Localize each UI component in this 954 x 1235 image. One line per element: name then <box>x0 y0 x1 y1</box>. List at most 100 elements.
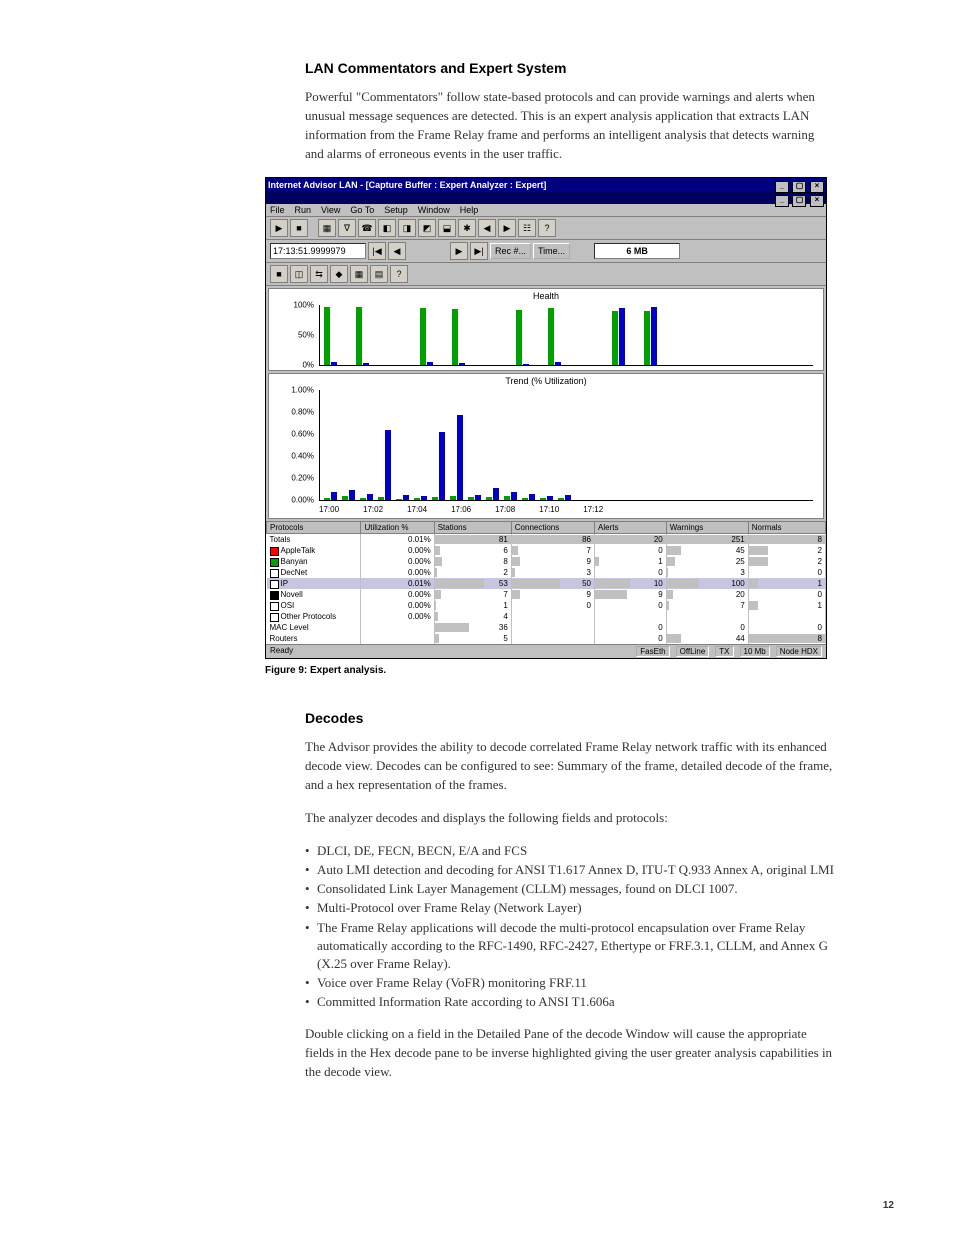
decodes-p3: Double clicking on a field in the Detail… <box>305 1025 834 1082</box>
decodes-p1: The Advisor provides the ability to deco… <box>305 738 834 795</box>
mdi-titlebar: _ ▢ × <box>266 192 826 204</box>
tb-icon[interactable]: ⇆ <box>310 265 328 283</box>
mdi-minimize-button[interactable]: _ <box>775 195 789 207</box>
tb-icon[interactable]: ◧ <box>378 219 396 237</box>
time-button[interactable]: Time... <box>533 243 570 259</box>
table-row[interactable]: MAC Level36000 <box>267 622 826 633</box>
trend-chart-panel: Trend (% Utilization) 1.00%0.80%0.60%0.4… <box>268 373 824 519</box>
last-icon[interactable]: ▶| <box>470 242 488 260</box>
tb-icon[interactable]: ⬓ <box>438 219 456 237</box>
mb-value: 6 MB <box>622 246 652 256</box>
list-item: The Frame Relay applications will decode… <box>305 919 834 974</box>
tb-icon[interactable]: ◀ <box>478 219 496 237</box>
menu-item[interactable]: Go To <box>350 205 374 215</box>
menu-bar: File Run View Go To Setup Window Help <box>266 204 826 217</box>
tb-icon[interactable]: ■ <box>270 265 288 283</box>
status-right: FasEth OffLine TX 10 Mb Node HDX <box>636 646 822 657</box>
table-column-header[interactable]: Stations <box>434 522 511 534</box>
prev-icon[interactable]: ◀ <box>388 242 406 260</box>
list-item: Voice over Frame Relay (VoFR) monitoring… <box>305 974 834 992</box>
decodes-heading: Decodes <box>305 710 834 726</box>
table-column-header[interactable]: Connections <box>511 522 594 534</box>
first-icon[interactable]: |◀ <box>368 242 386 260</box>
menu-item[interactable]: Setup <box>384 205 408 215</box>
toolbar-1: ▶ ■ ▦ ∇ ☎ ◧ ◨ ◩ ⬓ ✱ ◀ ▶ ☷ ? <box>266 217 826 240</box>
table-row[interactable]: Banyan0.00%891252 <box>267 556 826 567</box>
tb-icon[interactable]: ▤ <box>370 265 388 283</box>
window-titlebar: Internet Advisor LAN - [Capture Buffer :… <box>266 178 826 192</box>
table-column-header[interactable]: Normals <box>748 522 825 534</box>
table-row[interactable]: AppleTalk0.00%670452 <box>267 545 826 556</box>
table-column-header[interactable]: Protocols <box>267 522 361 534</box>
tb-icon[interactable]: ☷ <box>518 219 536 237</box>
mb-field: 6 MB <box>594 243 680 259</box>
tb-run-icon[interactable]: ▶ <box>270 219 288 237</box>
protocol-table: ProtocolsUtilization %StationsConnection… <box>266 521 826 644</box>
time-field[interactable]: 17:13:51.9999979 <box>270 243 366 259</box>
lan-heading: LAN Commentators and Expert System <box>305 60 834 76</box>
table-row[interactable]: Novell0.00%799200 <box>267 589 826 600</box>
list-item: Multi-Protocol over Frame Relay (Network… <box>305 899 834 917</box>
tb-help-icon[interactable]: ? <box>538 219 556 237</box>
trend-x-axis: 17:0017:0217:0417:0617:0817:1017:12 <box>319 505 823 518</box>
table-row[interactable]: Other Protocols0.00%4 <box>267 611 826 622</box>
next-icon[interactable]: ▶ <box>450 242 468 260</box>
status-item: TX <box>715 646 733 657</box>
rec-button[interactable]: Rec #... <box>490 243 531 259</box>
tb-icon[interactable]: ▦ <box>318 219 336 237</box>
menu-item[interactable]: View <box>321 205 340 215</box>
table-row[interactable]: IP0.01%5350101001 <box>267 578 826 589</box>
mdi-maximize-button[interactable]: ▢ <box>792 195 806 207</box>
decodes-p2: The analyzer decodes and displays the fo… <box>305 809 834 828</box>
tb-icon[interactable]: ◆ <box>330 265 348 283</box>
window-title: Internet Advisor LAN - [Capture Buffer :… <box>268 178 546 192</box>
tb-help-icon[interactable]: ? <box>390 265 408 283</box>
list-item: Committed Information Rate according to … <box>305 993 834 1011</box>
health-chart-panel: Health 100%50%0% <box>268 288 824 371</box>
table-row[interactable]: Totals0.01%8186202518 <box>267 534 826 546</box>
status-item: Node HDX <box>776 646 822 657</box>
health-y-axis: 100%50%0% <box>282 305 316 365</box>
status-item: FasEth <box>636 646 669 657</box>
health-chart: 100%50%0% <box>319 305 813 366</box>
screenshot-figure: Internet Advisor LAN - [Capture Buffer :… <box>265 177 834 659</box>
toolbar-2: 17:13:51.9999979 |◀ ◀ ▶ ▶| Rec #... Time… <box>266 240 826 263</box>
lan-paragraph: Powerful "Commentators" follow state-bas… <box>305 88 834 163</box>
trend-y-axis: 1.00%0.80%0.60%0.40%0.20%0.00% <box>282 390 316 500</box>
decodes-bullets: DLCI, DE, FECN, BECN, E/A and FCSAuto LM… <box>305 842 834 1012</box>
status-item: 10 Mb <box>740 646 770 657</box>
list-item: Auto LMI detection and decoding for ANSI… <box>305 861 834 879</box>
table-column-header[interactable]: Warnings <box>666 522 748 534</box>
mdi-close-button[interactable]: × <box>810 195 824 207</box>
table-row[interactable]: Routers50448 <box>267 633 826 644</box>
menu-item[interactable]: Run <box>295 205 312 215</box>
trend-chart: 1.00%0.80%0.60%0.40%0.20%0.00% <box>319 390 813 501</box>
menu-item[interactable]: Window <box>418 205 450 215</box>
tb-icon[interactable]: ☎ <box>358 219 376 237</box>
tb-icon[interactable]: ◩ <box>418 219 436 237</box>
tb-icon[interactable]: ◫ <box>290 265 308 283</box>
tb-icon[interactable]: ✱ <box>458 219 476 237</box>
table-column-header[interactable]: Alerts <box>595 522 667 534</box>
window-buttons: _ ▢ × <box>774 178 824 192</box>
figure-caption: Figure 9: Expert analysis. <box>265 665 834 676</box>
table-column-header[interactable]: Utilization % <box>361 522 434 534</box>
tb-stop-icon[interactable]: ■ <box>290 219 308 237</box>
status-bar: Ready FasEth OffLine TX 10 Mb Node HDX <box>266 644 826 658</box>
trend-chart-title: Trend (% Utilization) <box>269 374 823 388</box>
app-window: Internet Advisor LAN - [Capture Buffer :… <box>265 177 827 659</box>
table-row[interactable]: OSI0.00%10071 <box>267 600 826 611</box>
status-item: OffLine <box>676 646 710 657</box>
list-item: Consolidated Link Layer Management (CLLM… <box>305 880 834 898</box>
status-left: Ready <box>270 646 293 657</box>
tb-icon[interactable]: ▦ <box>350 265 368 283</box>
menu-item[interactable]: File <box>270 205 285 215</box>
health-chart-title: Health <box>269 289 823 303</box>
tb-icon[interactable]: ∇ <box>338 219 356 237</box>
table-row[interactable]: DecNet0.00%23030 <box>267 567 826 578</box>
tb-icon[interactable]: ◨ <box>398 219 416 237</box>
tb-icon[interactable]: ▶ <box>498 219 516 237</box>
menu-item[interactable]: Help <box>460 205 479 215</box>
page-number: 12 <box>883 1200 894 1211</box>
table-header-row: ProtocolsUtilization %StationsConnection… <box>267 522 826 534</box>
